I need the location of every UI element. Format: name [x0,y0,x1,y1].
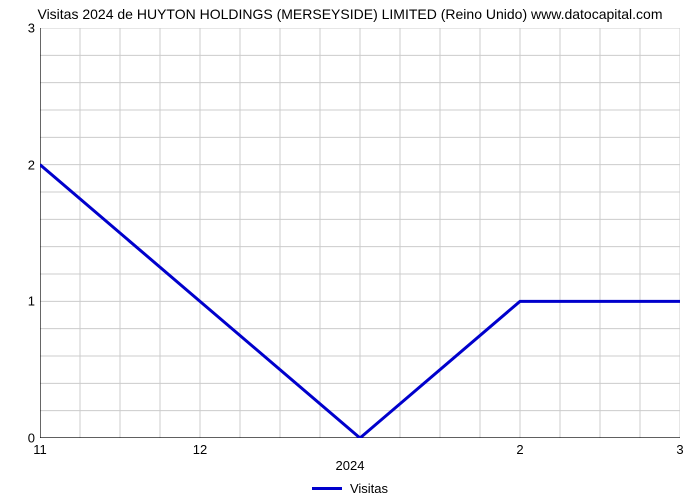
x-tick-label: 12 [193,442,207,457]
y-tick-label: 1 [10,294,35,309]
x-tick-label: 11 [33,442,47,457]
y-tick-label: 0 [10,431,35,446]
legend: Visitas [0,481,700,496]
x-axis-label: 2024 [0,458,700,473]
y-tick-label: 3 [10,21,35,36]
chart-container: Visitas 2024 de HUYTON HOLDINGS (MERSEYS… [0,0,700,500]
plot-svg [40,28,680,438]
legend-label: Visitas [350,481,388,496]
x-tick-label: 2 [516,442,523,457]
legend-line-icon [312,487,342,490]
y-tick-label: 2 [10,157,35,172]
x-tick-label: 3 [676,442,683,457]
chart-title: Visitas 2024 de HUYTON HOLDINGS (MERSEYS… [0,6,700,22]
plot-area [40,28,680,438]
